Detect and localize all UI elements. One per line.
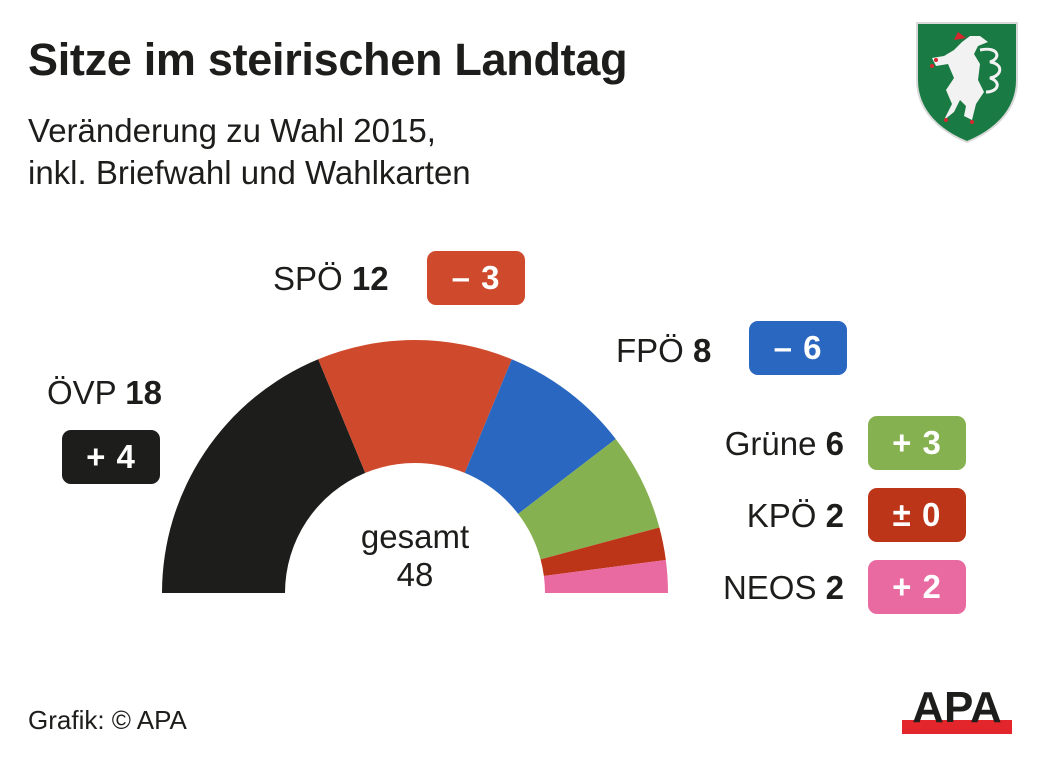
label-neos: NEOS 2	[723, 569, 844, 607]
segment-gruene	[518, 438, 660, 560]
party-name: SPÖ	[273, 260, 343, 297]
change-badge-kpoe: ± 0	[868, 488, 966, 542]
change-badge-neos: + 2	[868, 560, 966, 614]
party-seats: 2	[825, 497, 844, 534]
credit-text: Grafik: © APA	[28, 705, 187, 735]
chart-title: Sitze im steirischen Landtag	[28, 34, 628, 85]
total-label: gesamt 48	[335, 518, 495, 594]
total-value: 48	[396, 556, 434, 593]
styria-coat-of-arms-icon	[916, 22, 1018, 144]
party-seats: 8	[693, 332, 712, 369]
segment-fpoe	[464, 359, 616, 514]
party-seats: 2	[825, 569, 844, 606]
apa-logo-icon: APA	[902, 686, 1012, 734]
change-badge-gruene: + 3	[868, 416, 966, 470]
change-value: + 2	[892, 568, 942, 605]
segment-spoe	[318, 340, 512, 473]
chart-subtitle: Veränderung zu Wahl 2015, inkl. Briefwah…	[28, 110, 471, 194]
segment-oevp	[162, 359, 366, 593]
label-oevp: ÖVP 18	[47, 374, 162, 412]
segment-kpoe	[540, 527, 666, 577]
segment-neos	[543, 559, 668, 593]
party-seats: 6	[825, 425, 844, 462]
change-value: – 6	[773, 329, 823, 366]
change-value: ± 0	[892, 496, 942, 533]
subtitle-line-1: Veränderung zu Wahl 2015,	[28, 112, 436, 149]
change-badge-oevp: + 4	[62, 430, 160, 484]
change-badge-spoe: – 3	[427, 251, 525, 305]
change-value: + 4	[86, 438, 136, 475]
party-name: KPÖ	[746, 497, 817, 534]
party-seats: 18	[125, 374, 162, 411]
change-value: + 3	[892, 424, 942, 461]
party-seats: 12	[351, 260, 389, 297]
total-caption: gesamt	[360, 518, 470, 555]
subtitle-line-2: inkl. Briefwahl und Wahlkarten	[28, 154, 471, 191]
change-value: – 3	[451, 259, 501, 296]
label-kpoe: KPÖ 2	[747, 497, 844, 535]
chart-segments	[162, 340, 668, 593]
party-name: ÖVP	[47, 374, 117, 411]
apa-logo-text: APA	[912, 686, 1002, 732]
label-gruene: Grüne 6	[725, 425, 844, 463]
label-spoe: SPÖ 12	[273, 260, 389, 298]
party-name: Grüne	[724, 425, 817, 462]
label-fpoe: FPÖ 8	[616, 332, 711, 370]
party-name: FPÖ	[616, 332, 684, 369]
change-badge-fpoe: – 6	[749, 321, 847, 375]
party-name: NEOS	[722, 569, 817, 606]
